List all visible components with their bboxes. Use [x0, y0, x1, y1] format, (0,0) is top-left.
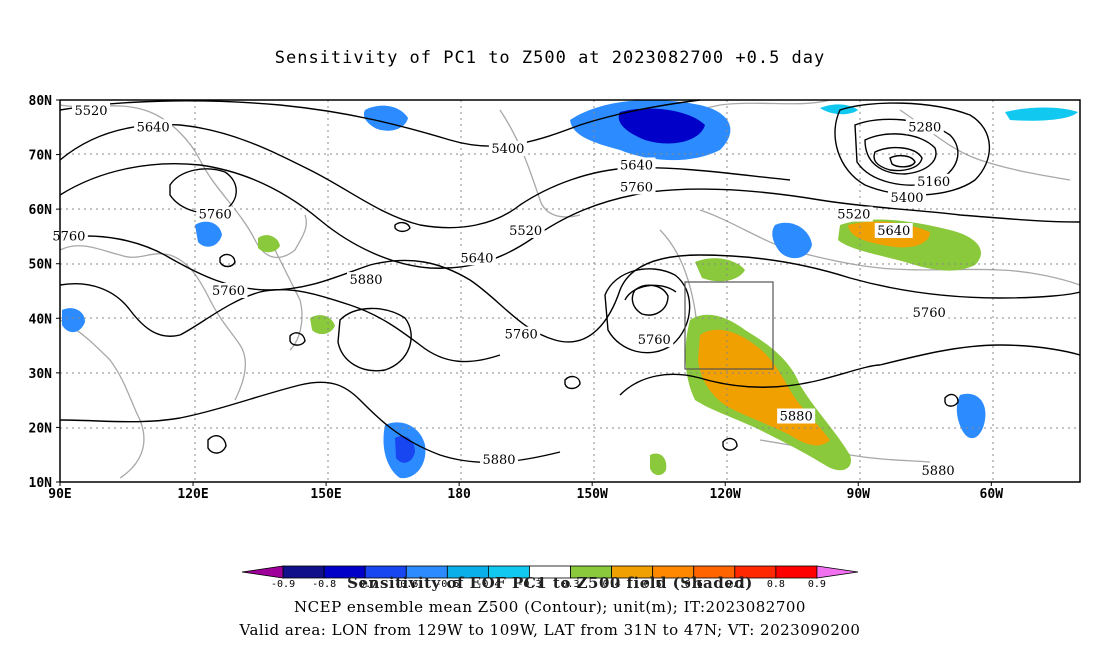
shade-neg-west: [62, 308, 85, 333]
colorbar-tick-label: 0.6: [685, 579, 703, 590]
latitude-labels: 80N 70N 60N 50N 40N 30N 20N 10N: [29, 94, 60, 491]
colorbar-tick-label: 0.8: [767, 579, 785, 590]
contour-label-bg: [910, 304, 949, 320]
colorbar-label: Sensitivity of EOF PC1 to Z500 field (Sh…: [347, 574, 753, 592]
caption-contour-info: NCEP ensemble mean Z500 (Contour); unit(…: [294, 598, 806, 616]
contour-label: 5640: [620, 158, 653, 173]
contour-label-bg: [905, 119, 944, 135]
contour-label-bg: [919, 463, 958, 479]
colorbar-tick-label: 0.7: [726, 579, 744, 590]
contour-label-bg: [457, 250, 496, 266]
contour-label: 5280: [908, 120, 941, 135]
contour-label: 5760: [52, 229, 85, 244]
lon-label: 150E: [310, 487, 341, 502]
colorbar-segment: [816, 565, 859, 579]
contour-label-bg: [617, 179, 656, 195]
shade-pos-asia: [258, 235, 280, 253]
valid-area-box: [684, 281, 774, 370]
shade-neg-hudson: [772, 222, 812, 259]
contour-label-bg: [209, 283, 248, 298]
z500-contours: [59, 99, 1081, 464]
contour-label: 5520: [74, 104, 107, 119]
shade-neg-atlantic: [956, 393, 986, 439]
colorbar-tick-label: 0.4: [603, 579, 621, 590]
contour-label-bg: [888, 190, 927, 206]
longitude-labels: 90E 120E 150E 180 150W 120W 90W 60W: [48, 482, 1003, 502]
shade-pos-japan: [310, 315, 335, 335]
colorbar-tick-label: -0.7: [353, 579, 377, 590]
shade-neg-asia: [195, 221, 222, 247]
contour-label: 5160: [917, 175, 950, 190]
shade-pos-nw: [695, 258, 745, 282]
lon-label: 90W: [847, 487, 871, 502]
contour-label: 5520: [837, 208, 870, 223]
contour-label-layer: 5520564054005280516054005520564056405760…: [49, 102, 958, 479]
lat-label: 20N: [29, 421, 53, 436]
lat-label: 70N: [29, 149, 53, 164]
contour-label-bg: [506, 222, 545, 238]
shade-neg-greenland: [1005, 107, 1078, 121]
colorbar-tick-label: 0.5: [644, 579, 662, 590]
contour-label: 5400: [890, 191, 923, 206]
contour-label: 5640: [137, 120, 170, 135]
contour-label-bg: [134, 119, 173, 135]
lon-label: 120W: [710, 487, 741, 502]
contour-label: 5520: [509, 224, 542, 239]
shade-neg-bering: [363, 105, 408, 131]
lon-label: 90E: [48, 487, 71, 502]
contour-label: 5640: [877, 224, 910, 239]
contour-label: 5880: [482, 453, 515, 468]
lat-label: 60N: [29, 203, 53, 218]
contour-label-bg: [914, 173, 953, 189]
lon-label: 180: [447, 487, 471, 502]
colorbar-tick-label: -0.3: [517, 579, 541, 590]
contour-label: 5760: [199, 208, 232, 223]
contour-label: 5640: [460, 251, 493, 266]
colorbar-tick-label: -0.5: [435, 579, 459, 590]
contour-label-bg: [488, 141, 527, 157]
contour-label-bg: [777, 408, 816, 424]
contour-label: 5400: [491, 142, 524, 157]
contour-label: 5760: [638, 333, 671, 348]
contour-label: 5760: [620, 180, 653, 195]
lat-label: 10N: [29, 476, 53, 491]
shade-neg-arctic-core: [618, 108, 705, 144]
contour-label: 5880: [922, 464, 955, 479]
caption-valid-area: Valid area: LON from 129W to 109W, LAT f…: [239, 621, 861, 639]
lon-label: 60W: [980, 487, 1004, 502]
map-title: Sensitivity of PC1 to Z500 at 2023082700…: [274, 48, 826, 68]
contour-label: 5760: [505, 328, 538, 343]
contour-label: 5760: [913, 306, 946, 321]
shade-neg-pacific-core: [395, 435, 415, 463]
lat-label: 40N: [29, 312, 53, 327]
contour-label-bg: [347, 272, 385, 288]
lon-label: 120E: [177, 487, 208, 502]
colorbar: -0.9 -0.8 -0.7 -0.6 -0.5 -0.4 -0.3 0.3 0.4 0.5 0.6…: [241, 565, 859, 590]
colorbar-tick-label: 0.9: [808, 579, 826, 590]
lon-label: 150W: [577, 487, 608, 502]
contour-label-bg: [617, 157, 656, 173]
contour-label: 5880: [349, 273, 382, 288]
contour-label-bg: [196, 206, 235, 222]
contour-label: 5760: [212, 284, 245, 299]
lat-label: 80N: [29, 94, 53, 109]
colorbar-tick-label: -0.4: [476, 579, 500, 590]
shade-pos-mexico: [650, 453, 667, 476]
colorbar-tick-label: -0.9: [271, 579, 295, 590]
colorbar-tick-label: -0.8: [312, 579, 336, 590]
colorbar-tick-label: -0.6: [394, 579, 418, 590]
contour-label: 5880: [780, 410, 813, 425]
lat-label: 30N: [29, 367, 53, 382]
lat-label: 50N: [29, 258, 53, 273]
contour-label-bg: [834, 206, 873, 222]
contour-label-bg: [480, 452, 519, 468]
contour-label-bg: [72, 102, 111, 118]
grid-lines: [60, 100, 1080, 482]
contour-label-bg: [874, 222, 913, 238]
contour-label-bg: [502, 326, 541, 342]
colorbar-tick-label: 0.3: [562, 579, 580, 590]
map-frame: [59, 99, 1081, 483]
contour-label-bg: [635, 332, 674, 348]
